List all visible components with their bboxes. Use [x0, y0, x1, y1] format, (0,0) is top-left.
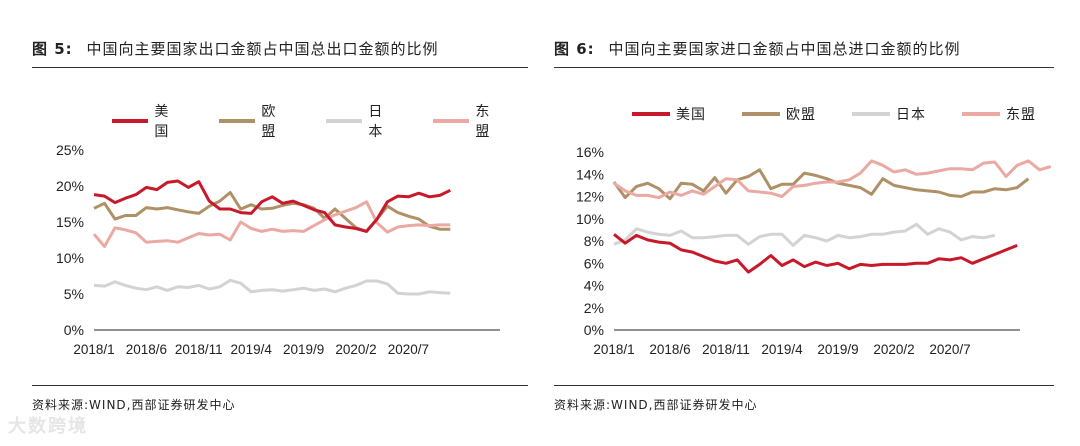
y-tick-label: 0%: [584, 322, 604, 338]
legend-swatch: [852, 112, 890, 116]
legend-item-asean: 东盟: [962, 104, 1036, 124]
legend-swatch: [632, 112, 670, 116]
x-tick-label: 2018/11: [702, 342, 750, 357]
legend-label: 欧盟: [261, 104, 277, 140]
legend-label: 东盟: [475, 104, 491, 140]
y-tick-label: 20%: [56, 178, 84, 194]
legend-label: 东盟: [1006, 107, 1036, 123]
y-tick-label: 10%: [576, 211, 604, 227]
source-divider: [32, 385, 528, 386]
legend-item-asean: 东盟: [433, 101, 504, 141]
x-tick-label: 2019/4: [761, 342, 803, 357]
chart-title-row: 图 6: 中国向主要国家进口金额占中国总进口金额的比例: [554, 38, 960, 62]
series-line-jp: [93, 278, 451, 296]
legend-item-us: 美国: [632, 104, 706, 124]
legend-swatch: [742, 112, 780, 116]
y-tick-label: 14%: [576, 166, 604, 182]
legend-swatch: [433, 119, 470, 123]
x-tick-label: 2018/1: [593, 342, 634, 357]
chart-title-row: 图 5: 中国向主要国家出口金额占中国总出口金额的比例: [32, 38, 438, 62]
x-tick-label: 2019/9: [283, 342, 324, 357]
legend-item-jp: 日本: [852, 104, 926, 124]
series-line-jp: [613, 222, 996, 247]
x-tick-label: 2020/2: [873, 342, 914, 357]
source-note: 资料来源:WIND,西部证券研发中心: [554, 398, 758, 412]
legend-label: 美国: [154, 104, 170, 140]
series-line-us: [613, 233, 1018, 274]
series-line-us: [93, 179, 451, 233]
x-tick-label: 2020/7: [929, 342, 970, 357]
watermark-logo: 大数跨境: [8, 416, 88, 437]
legend-item-us: 美国: [112, 101, 183, 141]
chart-title: 中国向主要国家出口金额占中国总出口金额的比例: [86, 40, 439, 58]
y-tick-label: 6%: [584, 255, 604, 271]
legend-label: 日本: [896, 107, 926, 123]
export-chart-panel: 图 5: 中国向主要国家出口金额占中国总出口金额的比例 美国 欧盟 日本 东盟 …: [32, 38, 540, 412]
y-tick-label: 25%: [56, 142, 84, 158]
x-tick-label: 2018/6: [126, 342, 167, 357]
legend-label: 美国: [676, 107, 706, 123]
series-line-asean: [92, 200, 451, 248]
x-tick-label: 2018/6: [649, 342, 690, 357]
title-divider: [554, 67, 1054, 68]
x-tick-label: 2019/4: [231, 342, 273, 357]
export-line-chart: 0% 5% 10% 15% 20% 25% 2018/1 2018/6 2018/11 2019/…: [56, 142, 500, 357]
legend: 美国 欧盟 日本 东盟: [632, 104, 1072, 124]
legend-label: 欧盟: [786, 107, 816, 123]
title-divider: [32, 67, 528, 68]
legend-item-eu: 欧盟: [742, 104, 816, 124]
series-line-eu: [612, 168, 1030, 201]
source-divider: [554, 385, 1054, 386]
y-tick-label: 10%: [56, 250, 84, 266]
y-tick-label: 12%: [576, 189, 604, 205]
chart-title: 中国向主要国家进口金额占中国总进口金额的比例: [608, 40, 961, 58]
legend-swatch: [219, 119, 256, 123]
source-note: 资料来源:WIND,西部证券研发中心: [32, 398, 236, 412]
legend-item-jp: 日本: [326, 101, 397, 141]
x-tick-label: 2020/7: [388, 342, 429, 357]
figure-label: 图 6:: [554, 40, 595, 58]
y-tick-label: 4%: [584, 278, 604, 294]
x-tick-label: 2020/2: [335, 342, 376, 357]
import-line-chart: 0% 2% 4% 6% 8% 10% 12% 14% 16% 2018/1 2018/6 2018/1…: [576, 144, 1052, 357]
import-chart-panel: 图 6: 中国向主要国家进口金额占中国总进口金额的比例 美国 欧盟 日本 东盟 …: [540, 0, 1080, 446]
legend-label: 日本: [368, 104, 384, 140]
figure-label: 图 5:: [32, 40, 73, 58]
y-tick-label: 2%: [584, 300, 604, 316]
legend-swatch: [962, 112, 1000, 116]
legend-swatch: [112, 119, 149, 123]
legend-swatch: [326, 119, 363, 123]
legend-item-eu: 欧盟: [219, 101, 290, 141]
series-line-eu: [93, 191, 451, 233]
y-tick-label: 15%: [56, 214, 84, 230]
x-tick-label: 2018/1: [73, 342, 114, 357]
y-tick-label: 5%: [64, 286, 84, 302]
legend: 美国 欧盟 日本 东盟: [112, 101, 540, 141]
x-tick-label: 2018/11: [175, 342, 223, 357]
y-tick-label: 0%: [64, 322, 84, 338]
x-tick-label: 2019/9: [817, 342, 858, 357]
y-tick-label: 8%: [584, 233, 604, 249]
series-line-asean: [613, 159, 1052, 200]
y-tick-label: 16%: [576, 144, 604, 160]
